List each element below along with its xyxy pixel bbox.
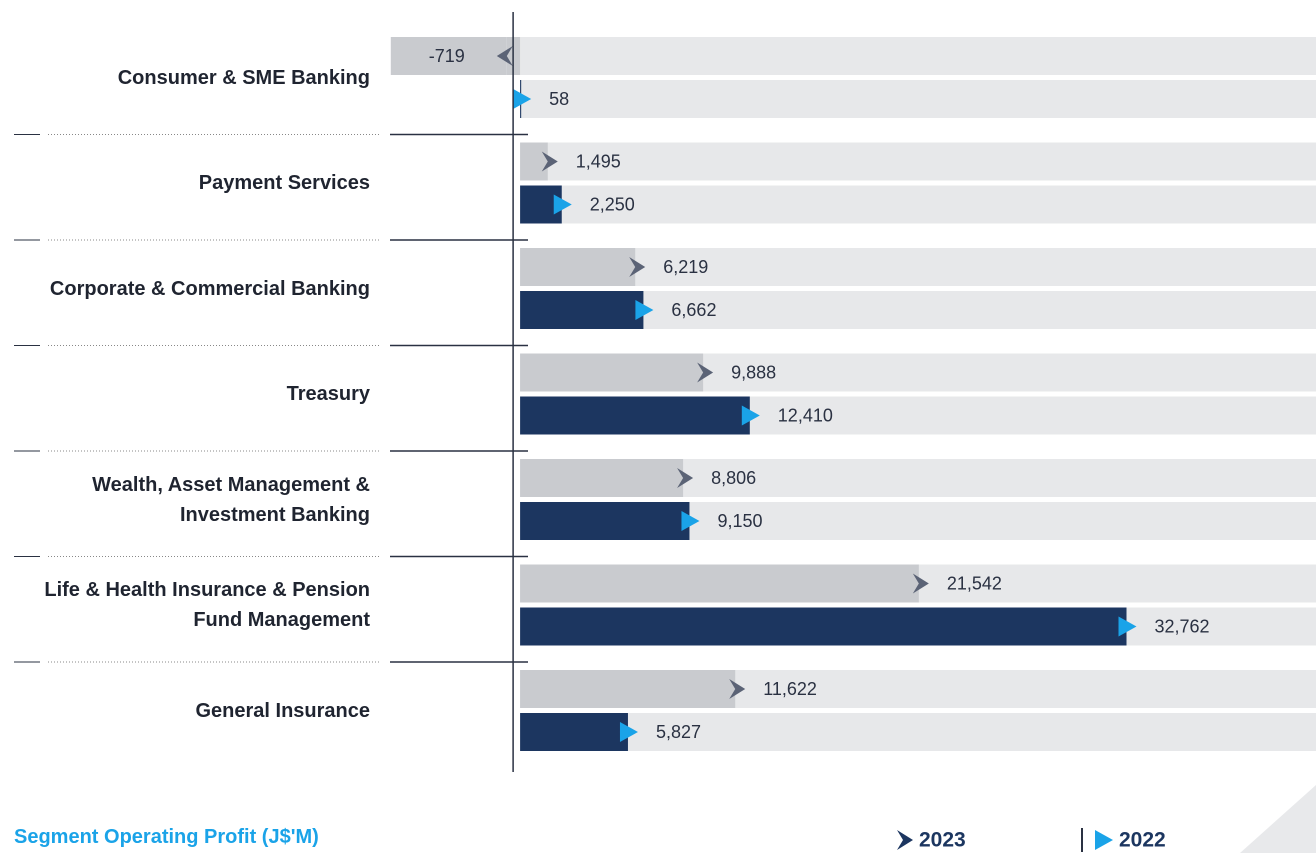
corner-decoration (1240, 785, 1316, 853)
value-label: 6,219 (663, 257, 708, 277)
value-label: 58 (549, 89, 569, 109)
marker (629, 257, 646, 277)
value-label: 6,662 (671, 300, 716, 320)
category-label: Wealth, Asset Management & Investment Ba… (92, 473, 370, 526)
marker (541, 151, 558, 172)
category-label: Treasury (286, 383, 370, 405)
label-box (390, 37, 507, 75)
value-label: 21,542 (947, 573, 1002, 593)
category-label: Payment Services (198, 172, 370, 194)
value-label: 8,806 (711, 468, 756, 488)
bar (520, 713, 628, 751)
bar (520, 459, 684, 497)
bar-track (520, 185, 1316, 224)
marker (729, 679, 746, 699)
marker (513, 89, 532, 109)
bar-track (520, 713, 1316, 751)
value-label: 12,410 (778, 405, 833, 425)
marker (553, 194, 572, 215)
bar (520, 564, 919, 603)
category-label: Consumer & SME Banking (117, 66, 370, 89)
bar (520, 353, 704, 392)
marker (1095, 830, 1113, 850)
bar-track (520, 248, 1316, 286)
value-label: 9,150 (717, 511, 762, 531)
category-label: Corporate & Commercial Banking (49, 277, 370, 300)
bar (520, 291, 644, 329)
category-label: Life & Health Insurance & Pension Fund M… (44, 579, 370, 631)
bar (520, 502, 690, 540)
bar (520, 248, 636, 286)
bar (520, 670, 736, 708)
marker (619, 722, 638, 742)
category-label: General Insurance (195, 699, 370, 722)
chart-title: Segment Operating Profit (J$'M) (14, 826, 319, 848)
marker (677, 468, 694, 488)
marker (681, 511, 700, 531)
marker (912, 573, 929, 594)
marker (697, 362, 714, 383)
marker (1118, 616, 1137, 637)
value-label: -719 (429, 46, 465, 66)
value-label: 11,622 (763, 679, 817, 699)
legend-label: 2023 (919, 829, 966, 852)
value-label: 5,827 (656, 722, 701, 742)
marker (897, 830, 913, 850)
bar-track (520, 80, 1316, 118)
legend-label: 2022 (1119, 829, 1166, 852)
bar (520, 607, 1127, 646)
marker (635, 300, 654, 320)
marker (496, 46, 513, 66)
marker (741, 405, 760, 426)
value-label: 2,250 (590, 194, 635, 214)
value-label: 9,888 (731, 362, 776, 382)
value-label: 1,495 (576, 151, 621, 171)
bar-track (520, 37, 1316, 75)
bar (520, 396, 750, 435)
bar (520, 142, 548, 181)
value-label: 32,762 (1155, 616, 1210, 636)
bar-track (520, 142, 1316, 181)
